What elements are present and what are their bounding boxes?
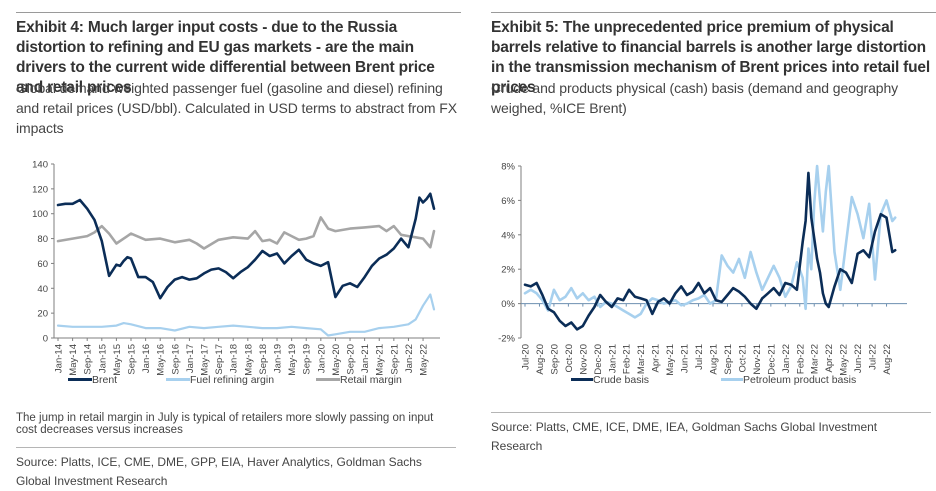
x-tick-label: Aug-21 [709,344,720,375]
x-tick-label: Jan-21 [360,344,371,373]
x-tick-label: May-22 [419,344,430,376]
x-tick-label: Sep-21 [723,344,734,375]
x-tick-label: May-14 [68,344,79,376]
x-tick-label: Sep-14 [83,344,94,375]
x-tick-label: Apr-21 [651,344,662,373]
x-tick-label: Jan-16 [141,344,152,373]
x-tick-label: May-21 [665,344,676,376]
source-divider [491,412,931,413]
legend-label: Retail margin [340,374,402,386]
y-tick-label: 40 [37,284,48,295]
x-tick-label: Feb-22 [795,344,806,374]
y-tick-label: 80 [37,234,48,245]
x-tick-label: Jan-18 [229,344,240,373]
x-tick-label: Dec-21 [766,344,777,375]
y-tick-label: 6% [501,196,515,207]
x-tick-label: Jan-21 [607,344,618,373]
x-tick-label: May-19 [287,344,298,376]
x-tick-label: Jan-15 [97,344,108,373]
x-tick-label: Jan-20 [316,344,327,373]
exhibit-4-title: Exhibit 4: Much larger input costs - due… [16,19,435,96]
legend-label: Crude basis [593,374,649,386]
x-tick-label: May-17 [200,344,211,376]
x-tick-label: Dec-20 [593,344,604,375]
x-tick-label: Sep-19 [302,344,313,375]
legend-label: Petroleum product basis [743,374,856,386]
x-tick-label: Jun-22 [853,344,864,373]
legend-label: Fuel refining argin [190,374,274,386]
x-tick-label: Jan-17 [185,344,196,373]
x-tick-label: Nov-20 [578,344,589,375]
exhibit-4-panel: Exhibit 4: Much larger input costs - due… [6,0,461,490]
exhibit-4-note: The jump in retail margin in July is typ… [16,412,434,436]
x-tick-label: Jul-20 [521,344,532,370]
y-tick-label: 4% [501,230,515,241]
x-tick-label: Apr-22 [824,344,835,373]
x-tick-label: Sep-16 [170,344,181,375]
exhibit-4-subtitle: Global demand weighted passenger fuel (g… [16,80,457,136]
y-tick-label: 140 [32,160,48,171]
y-tick-label: 60 [37,259,48,270]
x-tick-label: May-22 [839,344,850,376]
x-tick-label: Jun-21 [680,344,691,373]
x-tick-label: May-20 [331,344,342,376]
x-tick-label: Sep-15 [127,344,138,375]
x-tick-label: Feb-21 [622,344,633,374]
x-tick-label: Jan-19 [273,344,284,373]
x-tick-label: Jan-22 [404,344,415,373]
series-line-retail-margin [56,216,436,250]
x-tick-label: May-16 [156,344,167,376]
series-line-brent [56,192,436,300]
y-tick-label: 8% [501,162,515,173]
x-tick-label: Sep-17 [214,344,225,375]
y-tick-label: 20 [37,309,48,320]
exhibit-5-subtitle: Crude and products physical (cash) basis… [491,80,899,116]
x-tick-label: Sep-20 [549,344,560,375]
x-tick-label: Jul-21 [694,344,705,370]
y-tick-label: 0% [501,299,515,310]
x-tick-label: Sep-21 [389,344,400,375]
x-tick-label: Oct-21 [737,344,748,373]
x-tick-label: Jan-22 [781,344,792,373]
exhibit-5-title: Exhibit 5: The unprecedented price premi… [491,19,930,96]
x-tick-label: Sep-18 [258,344,269,375]
y-tick-label: 100 [32,209,48,220]
x-tick-label: Jan-14 [54,344,65,373]
x-tick-label: Mar-21 [636,344,647,374]
y-tick-label: 0 [43,334,48,345]
exhibit-5-chart: -2%0%2%4%6%8%Jul-20 Aug-20 Sep-20 Oct-20 Nov… [498,162,907,386]
x-tick-label: Jul-22 [868,344,879,370]
y-tick-label: 2% [501,265,515,276]
series-line-petroleum-product-basis [523,164,897,319]
x-tick-label: May-18 [243,344,254,376]
exhibit-4-source: Source: Platts, ICE, CME, DME, GPP, EIA,… [16,455,422,488]
x-tick-label: May-21 [375,344,386,376]
exhibit-5-panel: Exhibit 5: The unprecedented price premi… [481,0,936,490]
x-tick-label: Aug-22 [882,344,893,375]
x-tick-label: Sep-20 [346,344,357,375]
top-divider [491,12,936,13]
series-line-crude-basis [523,171,897,331]
x-tick-label: Oct-20 [564,344,575,373]
source-divider [16,447,456,448]
series-line-fuel-refining-argin [56,293,436,337]
top-divider [16,12,461,13]
x-tick-label: May-15 [112,344,123,376]
y-tick-label: -2% [498,334,515,345]
y-tick-label: 120 [32,184,48,195]
legend-label: Brent [92,374,117,386]
x-tick-label: Mar-22 [810,344,821,374]
x-tick-label: Nov-21 [752,344,763,375]
x-tick-label: Aug-20 [535,344,546,375]
exhibit-5-source: Source: Platts, CME, ICE, DME, IEA, Gold… [491,420,878,453]
